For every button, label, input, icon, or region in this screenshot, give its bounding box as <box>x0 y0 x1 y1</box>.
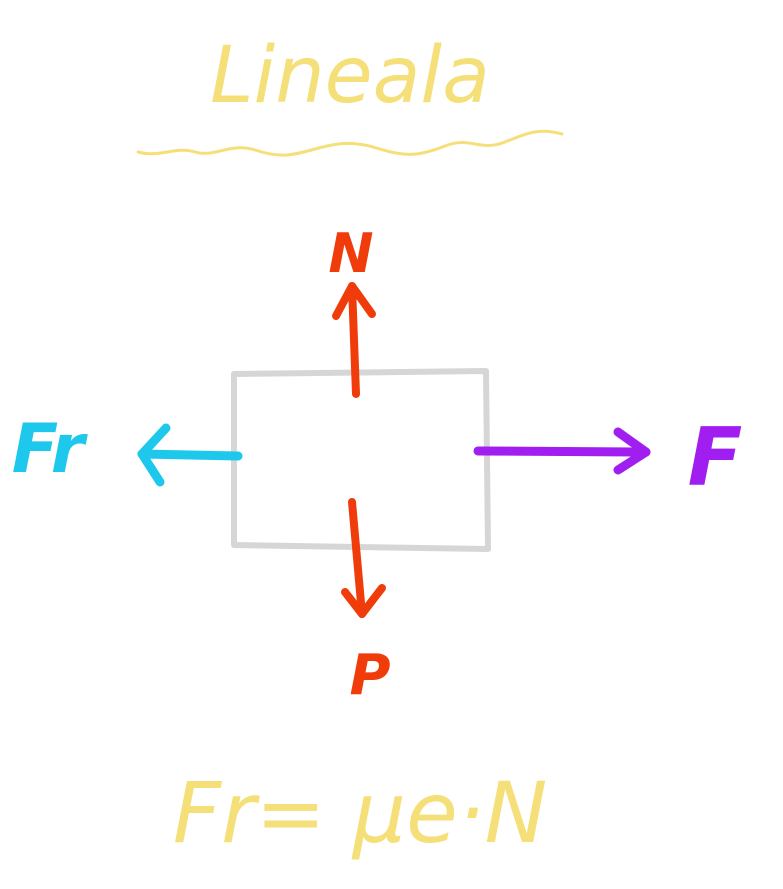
title-text: Lineala <box>210 31 490 121</box>
body-box <box>231 368 491 552</box>
normal-force-arrow <box>332 282 376 398</box>
formula-text: Fr= μe·N <box>173 764 548 862</box>
title-underline <box>136 129 564 157</box>
normal-force-label: N <box>328 222 373 285</box>
weight-arrow <box>341 498 386 618</box>
applied-force-label: F <box>688 411 743 504</box>
weight-label: P <box>349 643 390 708</box>
friction-arrow <box>137 423 243 487</box>
friction-label: Fr <box>12 410 89 489</box>
applied-force-arrow <box>473 427 651 475</box>
